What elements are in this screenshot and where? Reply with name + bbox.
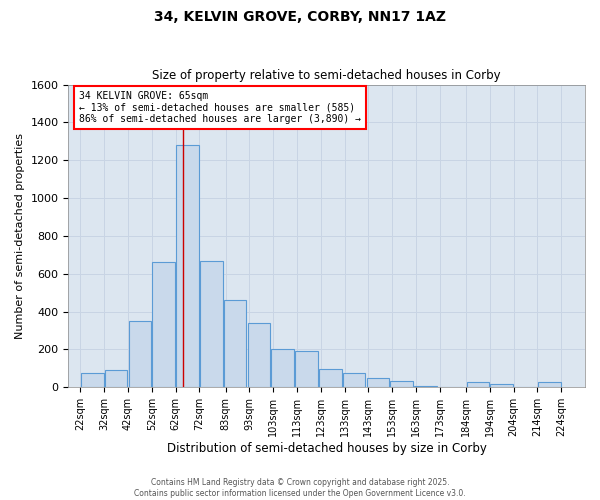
Bar (414, 386, 437, 388)
Bar (81, 373, 104, 388)
Bar (295, 352, 318, 388)
Bar (128, 321, 151, 388)
Bar (467, 382, 489, 388)
Bar (248, 323, 270, 388)
Bar (391, 380, 413, 388)
Y-axis label: Number of semi-detached properties: Number of semi-detached properties (15, 133, 25, 339)
Text: Contains HM Land Registry data © Crown copyright and database right 2025.
Contai: Contains HM Land Registry data © Crown c… (134, 478, 466, 498)
Bar (271, 350, 294, 388)
Bar (319, 370, 341, 388)
Bar (200, 260, 223, 388)
Bar (490, 384, 513, 388)
Title: Size of property relative to semi-detached houses in Corby: Size of property relative to semi-detach… (152, 69, 501, 82)
Bar (105, 370, 127, 388)
X-axis label: Distribution of semi-detached houses by size in Corby: Distribution of semi-detached houses by … (167, 442, 487, 455)
Bar (343, 373, 365, 388)
Bar (176, 145, 199, 388)
Bar (152, 262, 175, 388)
Bar (367, 378, 389, 388)
Bar (224, 300, 247, 388)
Text: 34 KELVIN GROVE: 65sqm
← 13% of semi-detached houses are smaller (585)
86% of se: 34 KELVIN GROVE: 65sqm ← 13% of semi-det… (79, 90, 361, 124)
Text: 34, KELVIN GROVE, CORBY, NN17 1AZ: 34, KELVIN GROVE, CORBY, NN17 1AZ (154, 10, 446, 24)
Bar (538, 382, 560, 388)
